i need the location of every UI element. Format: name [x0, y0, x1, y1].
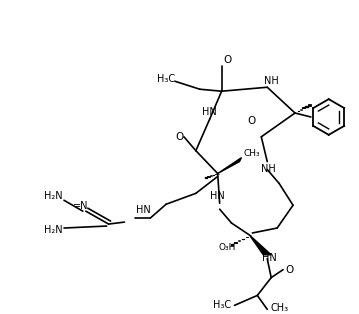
Text: H₂N: H₂N	[44, 225, 62, 235]
Text: H₃C: H₃C	[157, 74, 175, 84]
Text: H₃C: H₃C	[213, 300, 231, 310]
Polygon shape	[218, 158, 242, 174]
Polygon shape	[250, 235, 271, 255]
Text: NH: NH	[261, 164, 276, 174]
Text: NH: NH	[264, 76, 279, 86]
Text: H₂N: H₂N	[44, 191, 62, 201]
Text: O: O	[247, 116, 256, 126]
Text: HN: HN	[210, 191, 225, 201]
Text: O: O	[285, 265, 293, 275]
Text: O: O	[223, 56, 232, 66]
Text: HN: HN	[202, 107, 217, 117]
Text: O: O	[176, 132, 184, 142]
Text: =N: =N	[73, 201, 89, 211]
Text: HN: HN	[136, 205, 151, 215]
Text: HN: HN	[262, 253, 276, 263]
Text: O₃H: O₃H	[219, 243, 236, 252]
Text: CH₃: CH₃	[270, 303, 288, 313]
Text: CH₃: CH₃	[243, 149, 260, 158]
